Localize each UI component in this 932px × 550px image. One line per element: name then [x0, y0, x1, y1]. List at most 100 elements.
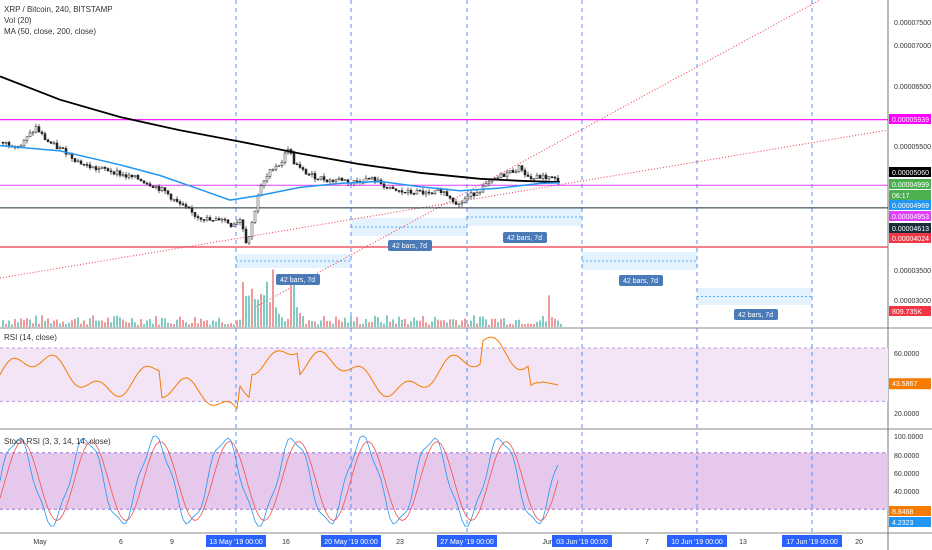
volume-bar: [227, 324, 229, 327]
volume-bar: [236, 320, 238, 327]
volume-bar: [116, 315, 118, 327]
candle-body: [418, 190, 422, 192]
volume-bar: [287, 318, 289, 327]
candle-body: [76, 160, 80, 163]
candle-body: [169, 193, 173, 200]
volume-bar: [536, 321, 538, 327]
volume-bar: [542, 316, 544, 327]
volume-bar: [494, 318, 496, 327]
volume-bar: [17, 322, 19, 327]
volume-bar: [515, 320, 517, 327]
volume-bar: [80, 323, 82, 327]
candle-body: [370, 177, 374, 180]
candle-body: [181, 203, 185, 206]
volume-bar: [86, 324, 88, 327]
volume-bar: [128, 322, 130, 327]
candle-body: [397, 190, 401, 192]
volume-bar: [137, 324, 139, 327]
candle-body: [496, 177, 500, 179]
candle-body: [199, 217, 203, 220]
candle-body: [130, 174, 134, 178]
candle-body: [37, 126, 41, 133]
volume-bar: [443, 320, 445, 327]
price-axis-tick: 0.00007500: [894, 20, 931, 27]
bar-range-label: [276, 274, 320, 285]
candle-body: [277, 165, 281, 167]
trendline-upper: [245, 0, 821, 313]
candle-body: [208, 217, 212, 221]
candle-body: [238, 219, 242, 223]
candle-body: [523, 169, 527, 176]
candle-body: [40, 131, 44, 134]
time-highlight: [437, 535, 497, 547]
time-highlight-label: 03 Jun '19 00:00: [556, 539, 608, 546]
candle-body: [163, 187, 167, 192]
candle-body: [505, 172, 509, 177]
candle-body: [319, 176, 323, 180]
candle-body: [112, 171, 116, 175]
candle-body: [322, 176, 326, 181]
candle-body: [424, 191, 428, 195]
price-axis-tick: 0.00003500: [894, 268, 931, 275]
volume-bar: [368, 322, 370, 327]
time-axis-tick: May: [33, 539, 47, 546]
candle-body: [487, 181, 491, 184]
price-tag-label: 809.735K: [892, 309, 922, 316]
stoch-axis-tick: 60.0000: [894, 471, 919, 478]
volume-bar: [491, 318, 493, 327]
volume-bar: [218, 317, 220, 327]
volume-bar: [119, 317, 121, 327]
volume-bar: [539, 320, 541, 327]
candle-body: [64, 148, 68, 155]
candle-body: [499, 173, 503, 178]
volume-bar: [389, 321, 391, 327]
candle-body: [316, 178, 320, 181]
volume-bar: [422, 316, 424, 327]
candle-body: [55, 142, 59, 149]
volume-bar: [152, 323, 154, 327]
volume-bar: [461, 320, 463, 327]
candle-body: [451, 197, 455, 203]
volume-bar: [194, 317, 196, 327]
volume-bar: [179, 316, 181, 327]
candle-body: [202, 219, 206, 221]
volume-bar: [185, 322, 187, 327]
volume-bar: [134, 322, 136, 327]
candle-body: [265, 176, 269, 182]
volume-bar: [365, 319, 367, 327]
volume-bar: [203, 320, 205, 327]
volume-bar: [131, 318, 133, 327]
volume-bar: [242, 282, 244, 327]
candle-body: [34, 126, 38, 133]
candle-body: [550, 176, 554, 178]
price-axis-tick: 0.00005500: [894, 144, 931, 151]
volume-bar: [251, 288, 253, 327]
time-axis-tick: 20: [855, 539, 863, 546]
volume-bar: [488, 324, 490, 327]
volume-bar: [554, 318, 556, 327]
candle-body: [7, 141, 11, 147]
candle-body: [394, 188, 398, 191]
candle-body: [328, 179, 332, 183]
volume-bar: [425, 322, 427, 327]
price-tag: [889, 223, 931, 233]
volume-bar: [551, 317, 553, 327]
candle-body: [274, 166, 278, 170]
volume-bar: [416, 320, 418, 327]
volume-bar: [161, 317, 163, 327]
volume-bar: [74, 318, 76, 327]
candle-body: [46, 139, 50, 143]
volume-bar: [521, 324, 523, 327]
volume-bar: [485, 319, 487, 327]
volume-bar: [41, 315, 43, 327]
price-tag-label: 0.00004024: [892, 236, 929, 243]
volume-bar: [332, 323, 334, 327]
volume-bar: [512, 324, 514, 327]
price-tag: [889, 190, 931, 200]
candle-body: [415, 190, 419, 195]
price-tag: [889, 211, 931, 221]
candle-body: [298, 164, 302, 168]
candle-body: [241, 219, 245, 230]
bar-range-label: [388, 240, 432, 251]
